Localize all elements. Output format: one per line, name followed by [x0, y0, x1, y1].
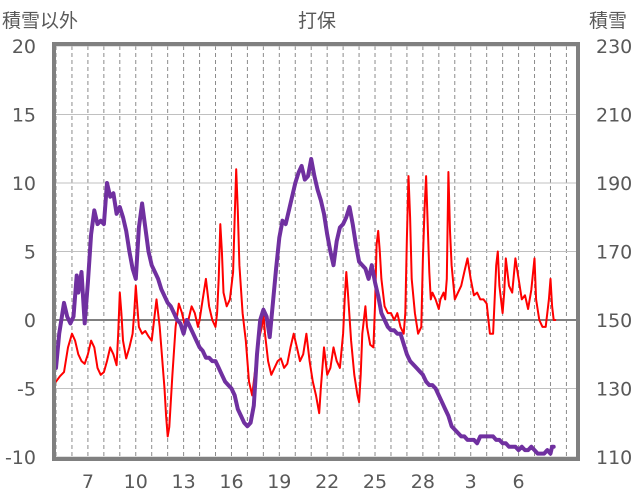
left-tick-label: 5: [24, 242, 36, 264]
left-tick-label: 15: [12, 105, 36, 127]
x-tick-label: 28: [411, 471, 435, 493]
right-tick-label: 130: [596, 379, 632, 401]
right-tick-label: 230: [596, 36, 632, 58]
left-tick-label: 10: [12, 173, 36, 195]
left-tick-label: -10: [5, 447, 36, 469]
x-tick-label: 13: [172, 471, 196, 493]
right-axis-title: 積雪: [589, 10, 628, 32]
series-layer: [54, 157, 557, 456]
x-tick-label: 10: [124, 471, 148, 493]
right-tick-label: 150: [596, 310, 632, 332]
x-tick-label: 6: [513, 471, 525, 493]
series-line-temperature: [55, 168, 557, 438]
x-tick-label: 7: [82, 471, 94, 493]
left-axis-ticks: 20 15 10 5 0 -5 -10: [5, 36, 36, 469]
right-tick-label: 210: [596, 105, 632, 127]
series-line-snow_depth: [54, 157, 556, 456]
x-tick-label: 3: [465, 471, 477, 493]
chart-title: 打保: [298, 10, 337, 32]
right-tick-label: 170: [596, 242, 632, 264]
x-axis-ticks: 7 10 13 16 19 22 25 28 3 6: [82, 471, 525, 493]
x-tick-label: 22: [315, 471, 339, 493]
left-tick-label: -5: [17, 379, 36, 401]
right-tick-label: 110: [596, 447, 632, 469]
x-tick-label: 16: [219, 471, 243, 493]
plot-frame: [52, 42, 580, 461]
right-tick-label: 190: [596, 173, 632, 195]
x-tick-label: 19: [267, 471, 291, 493]
right-axis-ticks: 230 210 190 170 150 130 110: [596, 36, 632, 469]
x-tick-label: 25: [363, 471, 387, 493]
left-axis-title: 積雪以外: [2, 10, 79, 32]
left-tick-label: 0: [24, 310, 36, 332]
left-tick-label: 20: [12, 36, 36, 58]
